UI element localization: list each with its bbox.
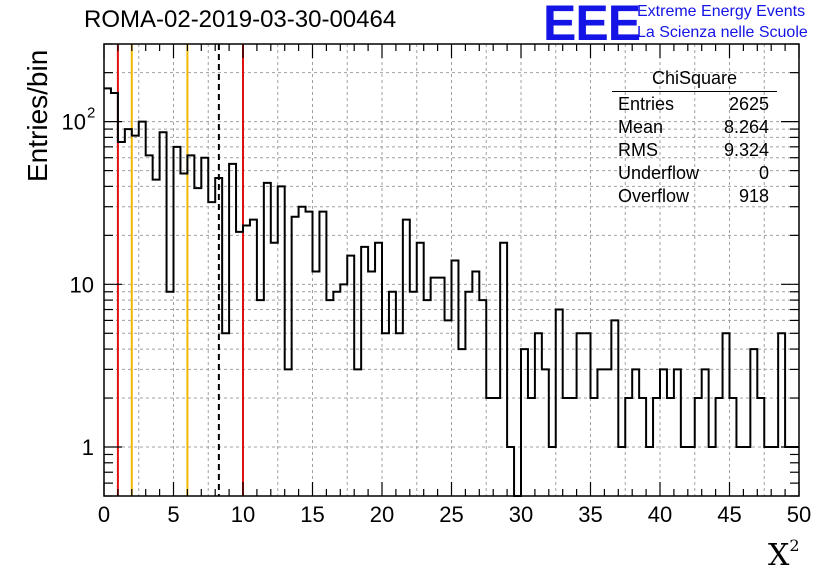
x-tick-label: 40 bbox=[648, 502, 672, 527]
stats-row-entries: Entries 2625 bbox=[612, 93, 777, 116]
stats-label: Entries bbox=[618, 94, 675, 114]
x-tick-label: 30 bbox=[509, 502, 533, 527]
stats-value: 0 bbox=[758, 163, 769, 183]
y-axis-label: Entries/bin bbox=[22, 49, 53, 182]
stats-title: ChiSquare bbox=[612, 68, 777, 92]
x-tick-label: 0 bbox=[98, 502, 110, 527]
x-tick-label: 35 bbox=[578, 502, 602, 527]
y-tick-label: 10 bbox=[62, 110, 86, 135]
y-tick-label-exponent: 2 bbox=[87, 105, 95, 122]
stats-value: 8.264 bbox=[723, 117, 769, 137]
stats-value: 9.324 bbox=[723, 140, 769, 160]
stats-row-mean: Mean 8.264 bbox=[612, 116, 777, 139]
stats-box: ChiSquare Entries 2625 Mean 8.264 RMS 9.324… bbox=[612, 68, 777, 208]
stats-label: RMS bbox=[618, 140, 658, 160]
histogram-outline bbox=[104, 87, 799, 497]
stats-label: Underflow bbox=[618, 163, 700, 183]
x-tick-label: 5 bbox=[167, 502, 179, 527]
x-axis-label-symbol: X bbox=[768, 538, 790, 573]
stats-value: 918 bbox=[738, 186, 769, 206]
y-tick-label: 10 bbox=[70, 272, 94, 297]
stats-label: Overflow bbox=[618, 186, 690, 206]
chart-title: ROMA-02-2019-03-30-00464 bbox=[84, 6, 397, 33]
stats-row-overflow: Overflow 918 bbox=[612, 185, 777, 208]
stats-value: 2625 bbox=[728, 94, 769, 114]
eee-logo: EEE bbox=[543, 0, 641, 51]
y-tick-label: 1 bbox=[82, 435, 94, 460]
x-tick-label: 50 bbox=[787, 502, 811, 527]
x-tick-label: 25 bbox=[439, 502, 463, 527]
x-axis-label: X2 bbox=[768, 536, 800, 573]
x-tick-label: 45 bbox=[717, 502, 741, 527]
logo-line-1: Extreme Energy Events bbox=[637, 3, 806, 20]
logo-line-2: La Scienza nelle Scuole bbox=[637, 24, 808, 41]
x-tick-label: 15 bbox=[300, 502, 324, 527]
stats-row-rms: RMS 9.324 bbox=[612, 139, 777, 162]
x-tick-label: 10 bbox=[231, 502, 255, 527]
x-axis-label-superscript: 2 bbox=[789, 536, 800, 555]
stats-label: Mean bbox=[618, 117, 664, 137]
x-tick-label: 20 bbox=[370, 502, 394, 527]
stats-row-underflow: Underflow 0 bbox=[612, 162, 777, 185]
